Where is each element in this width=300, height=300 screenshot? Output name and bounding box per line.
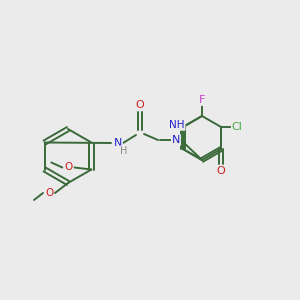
Text: Cl: Cl bbox=[232, 122, 242, 132]
Text: H: H bbox=[120, 146, 128, 156]
Text: N: N bbox=[114, 138, 122, 148]
Text: N: N bbox=[172, 135, 180, 145]
Text: O: O bbox=[64, 163, 73, 172]
Text: NH: NH bbox=[169, 120, 185, 130]
Text: F: F bbox=[199, 95, 205, 105]
Text: O: O bbox=[136, 100, 144, 110]
Text: O: O bbox=[45, 188, 53, 198]
Text: O: O bbox=[217, 166, 225, 176]
